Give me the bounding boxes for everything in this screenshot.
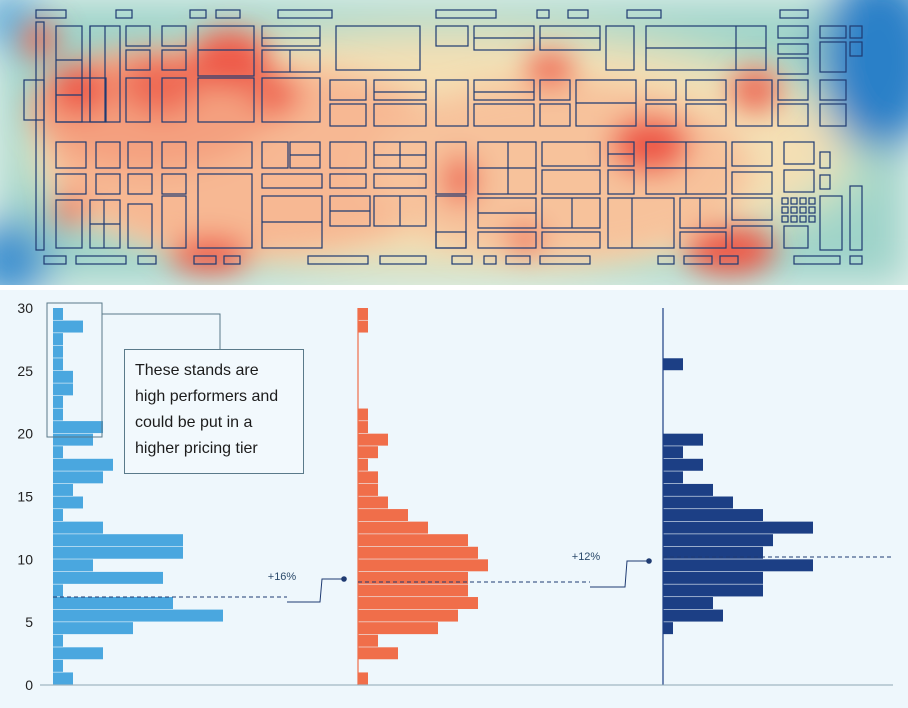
histogram-bar bbox=[358, 571, 468, 584]
histogram-bar bbox=[53, 333, 63, 346]
histogram-bar bbox=[358, 320, 368, 333]
histogram-bar bbox=[53, 383, 73, 396]
histogram-bar bbox=[358, 534, 468, 547]
histogram-bar bbox=[358, 672, 368, 685]
histogram-bar bbox=[53, 308, 63, 320]
histogram-bar bbox=[53, 571, 163, 584]
histogram-bar bbox=[663, 609, 723, 622]
highlight-box bbox=[46, 302, 103, 438]
histogram-bar bbox=[358, 647, 398, 660]
histogram-bar bbox=[358, 471, 378, 484]
histogram-bar bbox=[53, 320, 83, 333]
histogram-bar bbox=[663, 622, 673, 635]
histogram-bar bbox=[53, 408, 63, 421]
mean-connector-dot bbox=[646, 558, 652, 564]
histogram-bar bbox=[53, 647, 103, 660]
histogram-bar bbox=[358, 483, 378, 496]
histogram-bar bbox=[358, 584, 468, 597]
histogram-bar bbox=[663, 496, 733, 509]
histogram-bar bbox=[53, 421, 103, 434]
histogram-bar bbox=[53, 509, 63, 522]
annotation-text: These stands are high performers and cou… bbox=[135, 362, 279, 457]
histogram-bar bbox=[663, 433, 703, 446]
histogram-bar bbox=[663, 546, 763, 559]
histogram-right bbox=[662, 308, 813, 685]
histogram-bar bbox=[358, 408, 368, 421]
histogram-bar bbox=[53, 534, 183, 547]
histogram-bar bbox=[53, 370, 73, 383]
chart-overlays: +16% +12% bbox=[40, 302, 893, 686]
histogram-bar bbox=[663, 521, 813, 534]
histogram-bar bbox=[53, 584, 63, 597]
y-tick-label: 20 bbox=[17, 426, 33, 442]
histogram-middle bbox=[357, 308, 488, 685]
mean-connector-left bbox=[287, 578, 343, 603]
histogram-bar bbox=[358, 458, 368, 471]
y-tick-label: 25 bbox=[17, 363, 33, 379]
histogram-bar bbox=[358, 433, 388, 446]
y-tick-label: 0 bbox=[25, 677, 33, 693]
histogram-bar bbox=[358, 308, 368, 320]
histogram-bar bbox=[53, 496, 83, 509]
annotation-box: These stands are high performers and cou… bbox=[124, 349, 304, 474]
histogram-bar bbox=[53, 345, 63, 358]
histogram-bar bbox=[53, 395, 63, 408]
mean-difference-label: +16% bbox=[268, 571, 297, 583]
histogram-bar bbox=[358, 446, 378, 459]
histogram-bar bbox=[53, 672, 73, 685]
histogram-bar bbox=[663, 571, 763, 584]
histogram-bar bbox=[358, 546, 478, 559]
histogram-bar bbox=[663, 534, 773, 547]
histogram-bar bbox=[358, 609, 458, 622]
histogram-bar bbox=[53, 458, 113, 471]
histogram-bar bbox=[53, 597, 173, 609]
histogram-bar bbox=[53, 433, 93, 446]
histogram-bar bbox=[53, 446, 63, 459]
histogram-bar bbox=[663, 458, 703, 471]
histogram-bar bbox=[358, 421, 368, 434]
histogram-bar bbox=[358, 634, 378, 647]
y-tick-label: 30 bbox=[17, 300, 33, 316]
y-tick-label: 10 bbox=[17, 551, 33, 567]
histogram-bar bbox=[53, 634, 63, 647]
histogram-bar bbox=[53, 483, 73, 496]
mean-connector-dot bbox=[341, 576, 347, 582]
histogram-bar bbox=[53, 659, 63, 672]
histogram-bar bbox=[358, 496, 388, 509]
histogram-bar bbox=[663, 471, 683, 484]
floor-plan-stands bbox=[23, 9, 863, 265]
histogram-bar bbox=[358, 559, 488, 572]
histogram-bar bbox=[53, 471, 103, 484]
histogram-bar bbox=[663, 358, 683, 371]
y-axis: 0 5 10 15 20 25 30 bbox=[17, 300, 33, 693]
histogram-bar bbox=[663, 584, 763, 597]
histogram-bar bbox=[663, 559, 813, 572]
histogram-bar bbox=[53, 559, 93, 572]
histogram-left bbox=[53, 308, 223, 685]
histogram-bar bbox=[53, 521, 103, 534]
histogram-bar bbox=[663, 483, 713, 496]
mean-difference-label: +12% bbox=[572, 551, 601, 563]
histogram-bar bbox=[358, 509, 408, 522]
histogram-bar bbox=[53, 609, 223, 622]
highlight-connector bbox=[102, 313, 221, 349]
histogram-bar bbox=[53, 358, 63, 371]
histogram-bar bbox=[53, 622, 133, 635]
y-tick-label: 15 bbox=[17, 489, 33, 505]
floor-plan-heatmap bbox=[0, 0, 908, 285]
mean-connector-right bbox=[590, 560, 648, 588]
histogram-bar bbox=[663, 597, 713, 609]
y-tick-label: 5 bbox=[25, 614, 33, 630]
histogram-bar bbox=[663, 509, 763, 522]
histogram-bar bbox=[53, 546, 183, 559]
histogram-bar bbox=[663, 446, 683, 459]
histogram-bar bbox=[358, 622, 438, 635]
histogram-bar bbox=[358, 521, 428, 534]
histogram-bar bbox=[358, 597, 478, 609]
